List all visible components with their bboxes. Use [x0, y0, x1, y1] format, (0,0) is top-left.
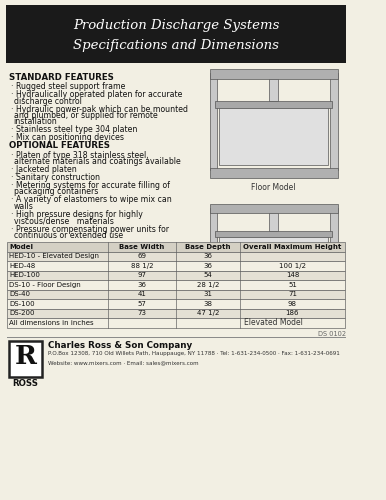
Text: DS 0102: DS 0102: [318, 330, 346, 336]
Bar: [210, 288, 338, 294]
Text: ROSS: ROSS: [13, 380, 39, 388]
Text: Elevated Model: Elevated Model: [244, 318, 303, 327]
Text: DS-10 - Floor Design: DS-10 - Floor Design: [9, 282, 81, 288]
Text: · Rugged steel support frame: · Rugged steel support frame: [11, 82, 125, 91]
Text: · Jacketed platen: · Jacketed platen: [11, 165, 77, 174]
FancyBboxPatch shape: [7, 299, 345, 308]
Text: 28 1/2: 28 1/2: [197, 282, 219, 288]
Text: OPTIONAL FEATURES: OPTIONAL FEATURES: [9, 142, 110, 150]
FancyBboxPatch shape: [7, 308, 345, 318]
Text: installation: installation: [14, 118, 58, 126]
Bar: [330, 208, 338, 288]
Text: alternate materials and coatings available: alternate materials and coatings availab…: [14, 157, 180, 166]
Text: · Pressure compensating power units for: · Pressure compensating power units for: [11, 224, 169, 234]
Text: Website: www.mixers.com · Email: sales@mixers.com: Website: www.mixers.com · Email: sales@m…: [48, 360, 199, 366]
FancyBboxPatch shape: [7, 5, 346, 63]
Bar: [327, 293, 333, 315]
Text: · Metering systems for accurate filling of: · Metering systems for accurate filling …: [11, 181, 170, 190]
FancyBboxPatch shape: [7, 261, 345, 270]
Bar: [219, 237, 328, 280]
Text: 31: 31: [203, 291, 213, 297]
Bar: [210, 73, 217, 170]
Bar: [219, 108, 328, 165]
Text: Model: Model: [9, 244, 33, 250]
Bar: [215, 101, 332, 108]
FancyBboxPatch shape: [7, 270, 345, 280]
Text: · High pressure designs for highly: · High pressure designs for highly: [11, 210, 143, 219]
Bar: [210, 208, 217, 288]
Text: Overall Maximum Height: Overall Maximum Height: [243, 244, 342, 250]
Text: Charles Ross & Son Company: Charles Ross & Son Company: [48, 342, 193, 350]
Text: 98: 98: [288, 300, 297, 306]
FancyBboxPatch shape: [7, 318, 345, 328]
Bar: [215, 231, 332, 237]
Text: 71: 71: [288, 291, 297, 297]
FancyBboxPatch shape: [9, 340, 42, 376]
Text: HED-48: HED-48: [9, 263, 36, 269]
Bar: [210, 204, 338, 213]
Text: 69: 69: [137, 253, 146, 259]
Bar: [269, 79, 278, 101]
Text: HED-10 - Elevated Design: HED-10 - Elevated Design: [9, 253, 99, 259]
FancyBboxPatch shape: [7, 252, 345, 261]
Text: P.O.Box 12308, 710 Old Willets Path, Hauppauge, NY 11788 · Tel: 1-631-234-0500 ·: P.O.Box 12308, 710 Old Willets Path, Hau…: [48, 352, 340, 356]
Text: HED-100: HED-100: [9, 272, 40, 278]
FancyBboxPatch shape: [7, 280, 345, 289]
Text: and plumbed, or supplied for remote: and plumbed, or supplied for remote: [14, 111, 157, 120]
Text: · A variety of elastomers to wipe mix can: · A variety of elastomers to wipe mix ca…: [11, 196, 172, 204]
Bar: [330, 73, 338, 170]
Text: · Platen of type 318 stainless steel,: · Platen of type 318 stainless steel,: [11, 150, 149, 160]
Text: · Sanitary construction: · Sanitary construction: [11, 173, 100, 182]
FancyBboxPatch shape: [7, 242, 345, 252]
Text: All dimensions in inches: All dimensions in inches: [9, 320, 94, 326]
Bar: [210, 69, 338, 79]
Text: 47 1/2: 47 1/2: [197, 310, 219, 316]
Text: 36: 36: [203, 263, 213, 269]
Text: 97: 97: [137, 272, 146, 278]
Text: packaging containers: packaging containers: [14, 188, 98, 196]
Text: 186: 186: [286, 310, 299, 316]
Text: Production Discharge Systems: Production Discharge Systems: [73, 18, 279, 32]
Text: continuous or extended use: continuous or extended use: [14, 231, 123, 240]
Text: 38: 38: [203, 300, 213, 306]
Text: STANDARD FEATURES: STANDARD FEATURES: [9, 73, 114, 82]
Text: 88 1/2: 88 1/2: [130, 263, 153, 269]
Text: Specifications and Dimensions: Specifications and Dimensions: [73, 38, 279, 52]
Text: · Hydraulic power-pak which can be mounted: · Hydraulic power-pak which can be mount…: [11, 104, 188, 114]
Text: Base Depth: Base Depth: [185, 244, 231, 250]
Text: 41: 41: [137, 291, 146, 297]
Text: 36: 36: [203, 253, 213, 259]
Text: DS-40: DS-40: [9, 291, 30, 297]
Bar: [214, 293, 221, 315]
Text: · Stainless steel type 304 platen: · Stainless steel type 304 platen: [11, 126, 137, 134]
Bar: [210, 168, 338, 178]
Text: DS-100: DS-100: [9, 300, 35, 306]
Text: 148: 148: [286, 272, 299, 278]
Text: 100 1/2: 100 1/2: [279, 263, 306, 269]
Text: R: R: [15, 344, 37, 369]
Text: DS-200: DS-200: [9, 310, 35, 316]
Text: walls: walls: [14, 202, 34, 211]
Text: 51: 51: [288, 282, 297, 288]
Text: · Hydraulically operated platen for accurate: · Hydraulically operated platen for accu…: [11, 90, 182, 99]
Text: 54: 54: [204, 272, 212, 278]
Text: 36: 36: [137, 282, 146, 288]
Text: · Mix can positioning devices: · Mix can positioning devices: [11, 134, 124, 142]
Text: 73: 73: [137, 310, 146, 316]
FancyBboxPatch shape: [7, 290, 345, 299]
Text: discharge control: discharge control: [14, 96, 81, 106]
Text: viscous/dense   materials: viscous/dense materials: [14, 216, 113, 226]
Text: Floor Model: Floor Model: [252, 183, 296, 192]
Text: Base Width: Base Width: [119, 244, 164, 250]
Bar: [269, 213, 278, 231]
Text: 57: 57: [137, 300, 146, 306]
